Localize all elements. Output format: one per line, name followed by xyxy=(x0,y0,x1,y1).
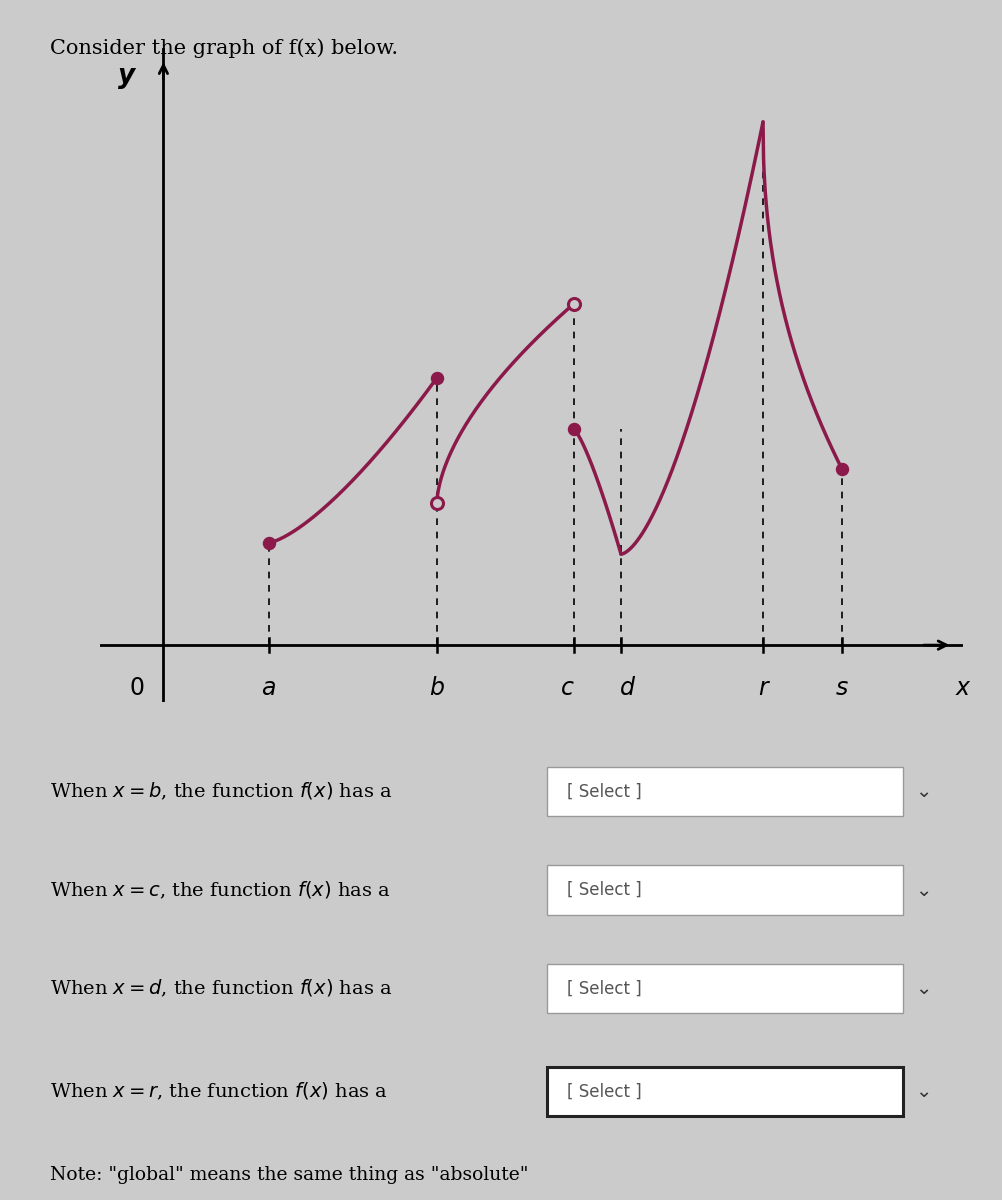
Text: b: b xyxy=(429,677,444,701)
Text: When $x = b$, the function $f(x)$ has a: When $x = b$, the function $f(x)$ has a xyxy=(50,781,392,803)
Text: When $x = d$, the function $f(x)$ has a: When $x = d$, the function $f(x)$ has a xyxy=(50,978,392,1000)
Text: s: s xyxy=(835,677,847,701)
Text: ⌄: ⌄ xyxy=(914,881,930,900)
Text: r: r xyxy=(758,677,768,701)
FancyBboxPatch shape xyxy=(546,767,902,816)
Text: Note: "global" means the same thing as "absolute": Note: "global" means the same thing as "… xyxy=(50,1166,528,1184)
Point xyxy=(261,533,277,552)
Point xyxy=(833,460,849,479)
Text: ⌄: ⌄ xyxy=(914,782,930,802)
Text: [ Select ]: [ Select ] xyxy=(566,979,641,997)
Text: [ Select ]: [ Select ] xyxy=(566,782,641,800)
Text: ⌄: ⌄ xyxy=(914,1082,930,1102)
Text: When $x = c$, the function $f(x)$ has a: When $x = c$, the function $f(x)$ has a xyxy=(50,880,391,901)
Text: y: y xyxy=(118,64,135,90)
Text: When $x = r$, the function $f(x)$ has a: When $x = r$, the function $f(x)$ has a xyxy=(50,1081,388,1103)
Text: x: x xyxy=(955,677,969,701)
Text: Consider the graph of f(x) below.: Consider the graph of f(x) below. xyxy=(50,38,398,58)
FancyBboxPatch shape xyxy=(546,865,902,914)
Point xyxy=(429,368,445,388)
Text: a: a xyxy=(262,677,276,701)
FancyBboxPatch shape xyxy=(546,1067,902,1116)
Point xyxy=(565,294,581,313)
Point xyxy=(565,420,581,439)
Text: ⌄: ⌄ xyxy=(914,979,930,998)
Text: [ Select ]: [ Select ] xyxy=(566,1082,641,1100)
Text: c: c xyxy=(560,677,573,701)
Point xyxy=(429,493,445,512)
Text: d: d xyxy=(619,677,634,701)
Text: [ Select ]: [ Select ] xyxy=(566,881,641,899)
FancyBboxPatch shape xyxy=(546,964,902,1013)
Text: 0: 0 xyxy=(129,677,144,701)
